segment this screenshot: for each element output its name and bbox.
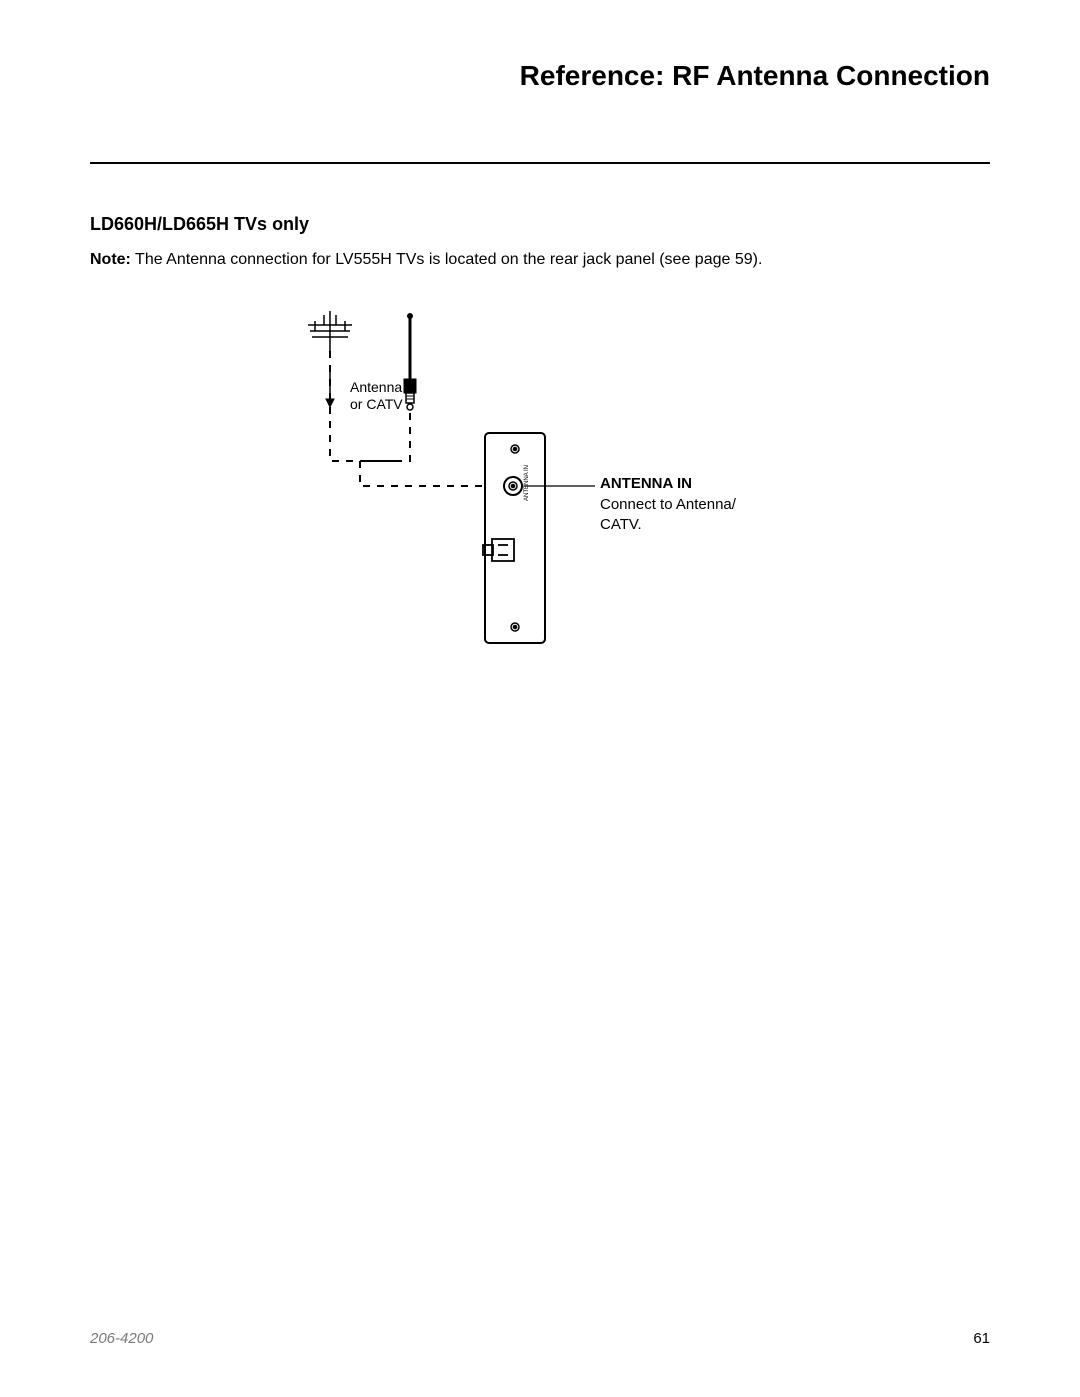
whip-antenna-icon	[404, 314, 416, 411]
antenna-source-label: Antenna or CATV	[350, 379, 403, 413]
page-title: Reference: RF Antenna Connection	[90, 60, 990, 92]
note-paragraph: Note: The Antenna connection for LV555H …	[90, 249, 990, 271]
section-subheading: LD660H/LD665H TVs only	[90, 214, 990, 235]
callout-line2: CATV.	[600, 515, 736, 535]
antenna-label-line1: Antenna	[350, 379, 403, 396]
antenna-in-callout: ANTENNA IN Connect to Antenna/ CATV.	[600, 474, 736, 535]
footer-doc-number: 206-4200	[90, 1330, 153, 1347]
diagram-svg: ANTENNA IN	[290, 301, 610, 661]
roof-antenna-icon	[308, 311, 352, 351]
manual-page: Reference: RF Antenna Connection LD660H/…	[0, 0, 1080, 1397]
footer-page-number: 61	[973, 1330, 990, 1347]
panel-port-label: ANTENNA IN	[524, 465, 530, 501]
cable-path-right	[360, 413, 500, 486]
callout-heading: ANTENNA IN	[600, 474, 736, 494]
note-text: The Antenna connection for LV555H TVs is…	[131, 251, 763, 268]
horizontal-rule	[90, 162, 990, 164]
note-label: Note:	[90, 251, 131, 268]
page-footer: 206-4200 61	[90, 1330, 990, 1347]
callout-line1: Connect to Antenna/	[600, 495, 736, 515]
antenna-label-line2: or CATV	[350, 396, 403, 413]
connection-diagram: ANTENNA IN Antenna or CATV ANTENNA IN Co…	[90, 301, 990, 701]
jack-panel: ANTENNA IN	[483, 433, 545, 643]
down-arrow-icon	[326, 371, 334, 407]
